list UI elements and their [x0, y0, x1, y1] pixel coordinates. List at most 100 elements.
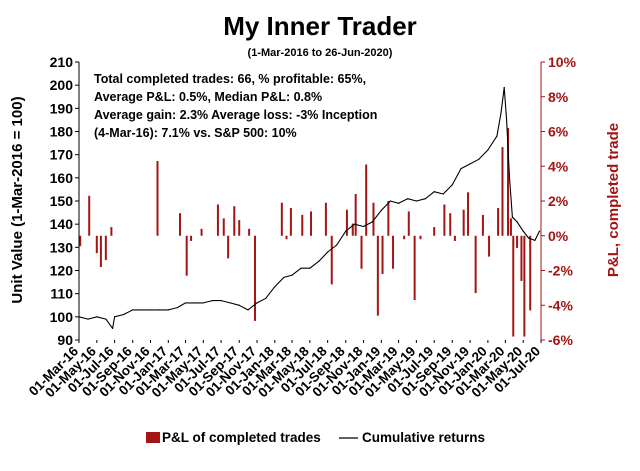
- cumulative-returns-point: [500, 112, 502, 114]
- annotation-line: Average P&L: 0.5%, Median P&L: 0.8%: [94, 90, 322, 104]
- right-tick-label: 4%: [548, 158, 569, 174]
- cumulative-returns-point: [516, 221, 518, 223]
- pnl-bar: [381, 235, 384, 274]
- cumulative-returns-point: [220, 300, 222, 302]
- cumulative-returns-point: [300, 267, 302, 269]
- cumulative-returns-point: [256, 302, 258, 304]
- pnl-bar: [190, 235, 193, 241]
- pnl-bar: [79, 235, 82, 247]
- cumulative-returns-point: [503, 86, 505, 89]
- cumulative-returns-point: [528, 237, 530, 239]
- pnl-bar: [433, 227, 436, 236]
- pnl-bar: [216, 204, 219, 236]
- cumulative-returns-point: [274, 286, 276, 288]
- cumulative-returns-point: [132, 309, 134, 311]
- annotation-line: Total completed trades: 66, % profitable…: [94, 72, 366, 86]
- pnl-bar: [301, 214, 304, 236]
- pnl-bar: [523, 235, 526, 337]
- cumulative-returns-point: [291, 274, 293, 276]
- cumulative-returns-point: [371, 221, 373, 223]
- left-axis-label: Unit Value (1-Mar-2016 = 100): [9, 96, 26, 303]
- right-tick-label: -6%: [548, 332, 573, 348]
- pnl-bar: [509, 218, 512, 236]
- cumulative-returns-point: [123, 313, 125, 316]
- left-tick-label: 200: [50, 77, 74, 93]
- cumulative-returns-point: [265, 297, 267, 299]
- legend-swatch-bars: [146, 432, 160, 443]
- pnl-bar: [233, 206, 236, 236]
- cumulative-returns-point: [327, 251, 329, 253]
- pnl-bar: [376, 235, 379, 316]
- cumulative-returns-point: [469, 163, 471, 165]
- cumulative-returns-point: [158, 309, 160, 311]
- cumulative-returns-point: [534, 239, 536, 241]
- pnl-bar: [387, 201, 390, 236]
- cumulative-returns-point: [87, 318, 89, 320]
- right-tick-label: 6%: [548, 124, 569, 140]
- pnl-bar: [351, 223, 354, 236]
- left-tick-label: 190: [50, 100, 74, 116]
- cumulative-returns-line: [78, 86, 540, 329]
- pnl-bar: [200, 228, 203, 236]
- right-tick-label: 10%: [548, 54, 577, 70]
- pnl-bar: [280, 202, 283, 236]
- pnl-bar: [360, 235, 363, 269]
- cumulative-returns-point: [538, 230, 541, 232]
- legend-label-line: Cumulative returns: [362, 430, 485, 445]
- pnl-bar: [449, 213, 452, 236]
- pnl-bar: [324, 202, 327, 236]
- right-tick-label: 8%: [548, 89, 569, 105]
- cumulative-returns-point: [522, 230, 524, 232]
- left-tick-label: 150: [50, 193, 74, 209]
- cumulative-returns-point: [238, 304, 240, 306]
- pnl-bar: [467, 192, 470, 236]
- cumulative-returns-point: [487, 149, 489, 151]
- right-tick-label: -4%: [548, 297, 573, 313]
- pnl-bar: [462, 209, 465, 236]
- pnl-bar: [178, 213, 181, 236]
- left-tick-label: 110: [50, 286, 73, 302]
- legend: P&L of completed trades Cumulative retur…: [146, 430, 485, 445]
- pnl-bar: [507, 128, 510, 236]
- pnl-bar: [516, 235, 519, 248]
- cumulative-returns-point: [362, 225, 365, 228]
- pnl-bar: [248, 228, 251, 236]
- cumulative-returns-point: [397, 202, 400, 204]
- pnl-bar: [512, 235, 515, 337]
- pnl-bar: [253, 235, 256, 321]
- cumulative-returns-point: [508, 177, 511, 179]
- cumulative-returns-point: [140, 309, 143, 311]
- annotation-line: (4-Mar-16): 7.1% vs. S&P 500: 10%: [94, 126, 297, 140]
- pnl-bar: [453, 235, 456, 241]
- pnl-bar: [330, 235, 333, 285]
- pnl-bar: [99, 235, 102, 268]
- cumulative-returns-point: [111, 327, 114, 330]
- annotation-line: Average gain: 2.3% Average loss: -3% Inc…: [94, 108, 377, 122]
- pnl-bar: [372, 202, 375, 236]
- cumulative-returns-point: [451, 184, 453, 186]
- pnl-bar: [110, 227, 113, 236]
- cumulative-returns-point: [202, 302, 204, 304]
- pnl-bar: [227, 235, 230, 259]
- pnl-bar: [222, 218, 225, 236]
- cumulative-returns-point: [496, 135, 498, 137]
- left-tick-label: 130: [50, 239, 74, 255]
- pnl-bar: [520, 235, 523, 281]
- cumulative-returns-point: [211, 300, 213, 302]
- cumulative-returns-point: [309, 267, 311, 269]
- pnl-bar: [104, 235, 107, 261]
- cumulative-returns-point: [460, 167, 462, 170]
- cumulative-returns-point: [389, 200, 392, 202]
- stats-annotation: Total completed trades: 66, % profitable…: [94, 72, 377, 140]
- cumulative-returns-point: [229, 302, 231, 304]
- cumulative-returns-point: [318, 260, 320, 262]
- pnl-bar: [365, 164, 368, 236]
- pnl-bar: [413, 235, 416, 301]
- pnl-bar: [88, 195, 91, 236]
- cumulative-returns-point: [149, 309, 152, 311]
- cumulative-returns-point: [511, 216, 513, 218]
- pnl-bar: [488, 235, 491, 257]
- pnl-bar: [156, 161, 159, 236]
